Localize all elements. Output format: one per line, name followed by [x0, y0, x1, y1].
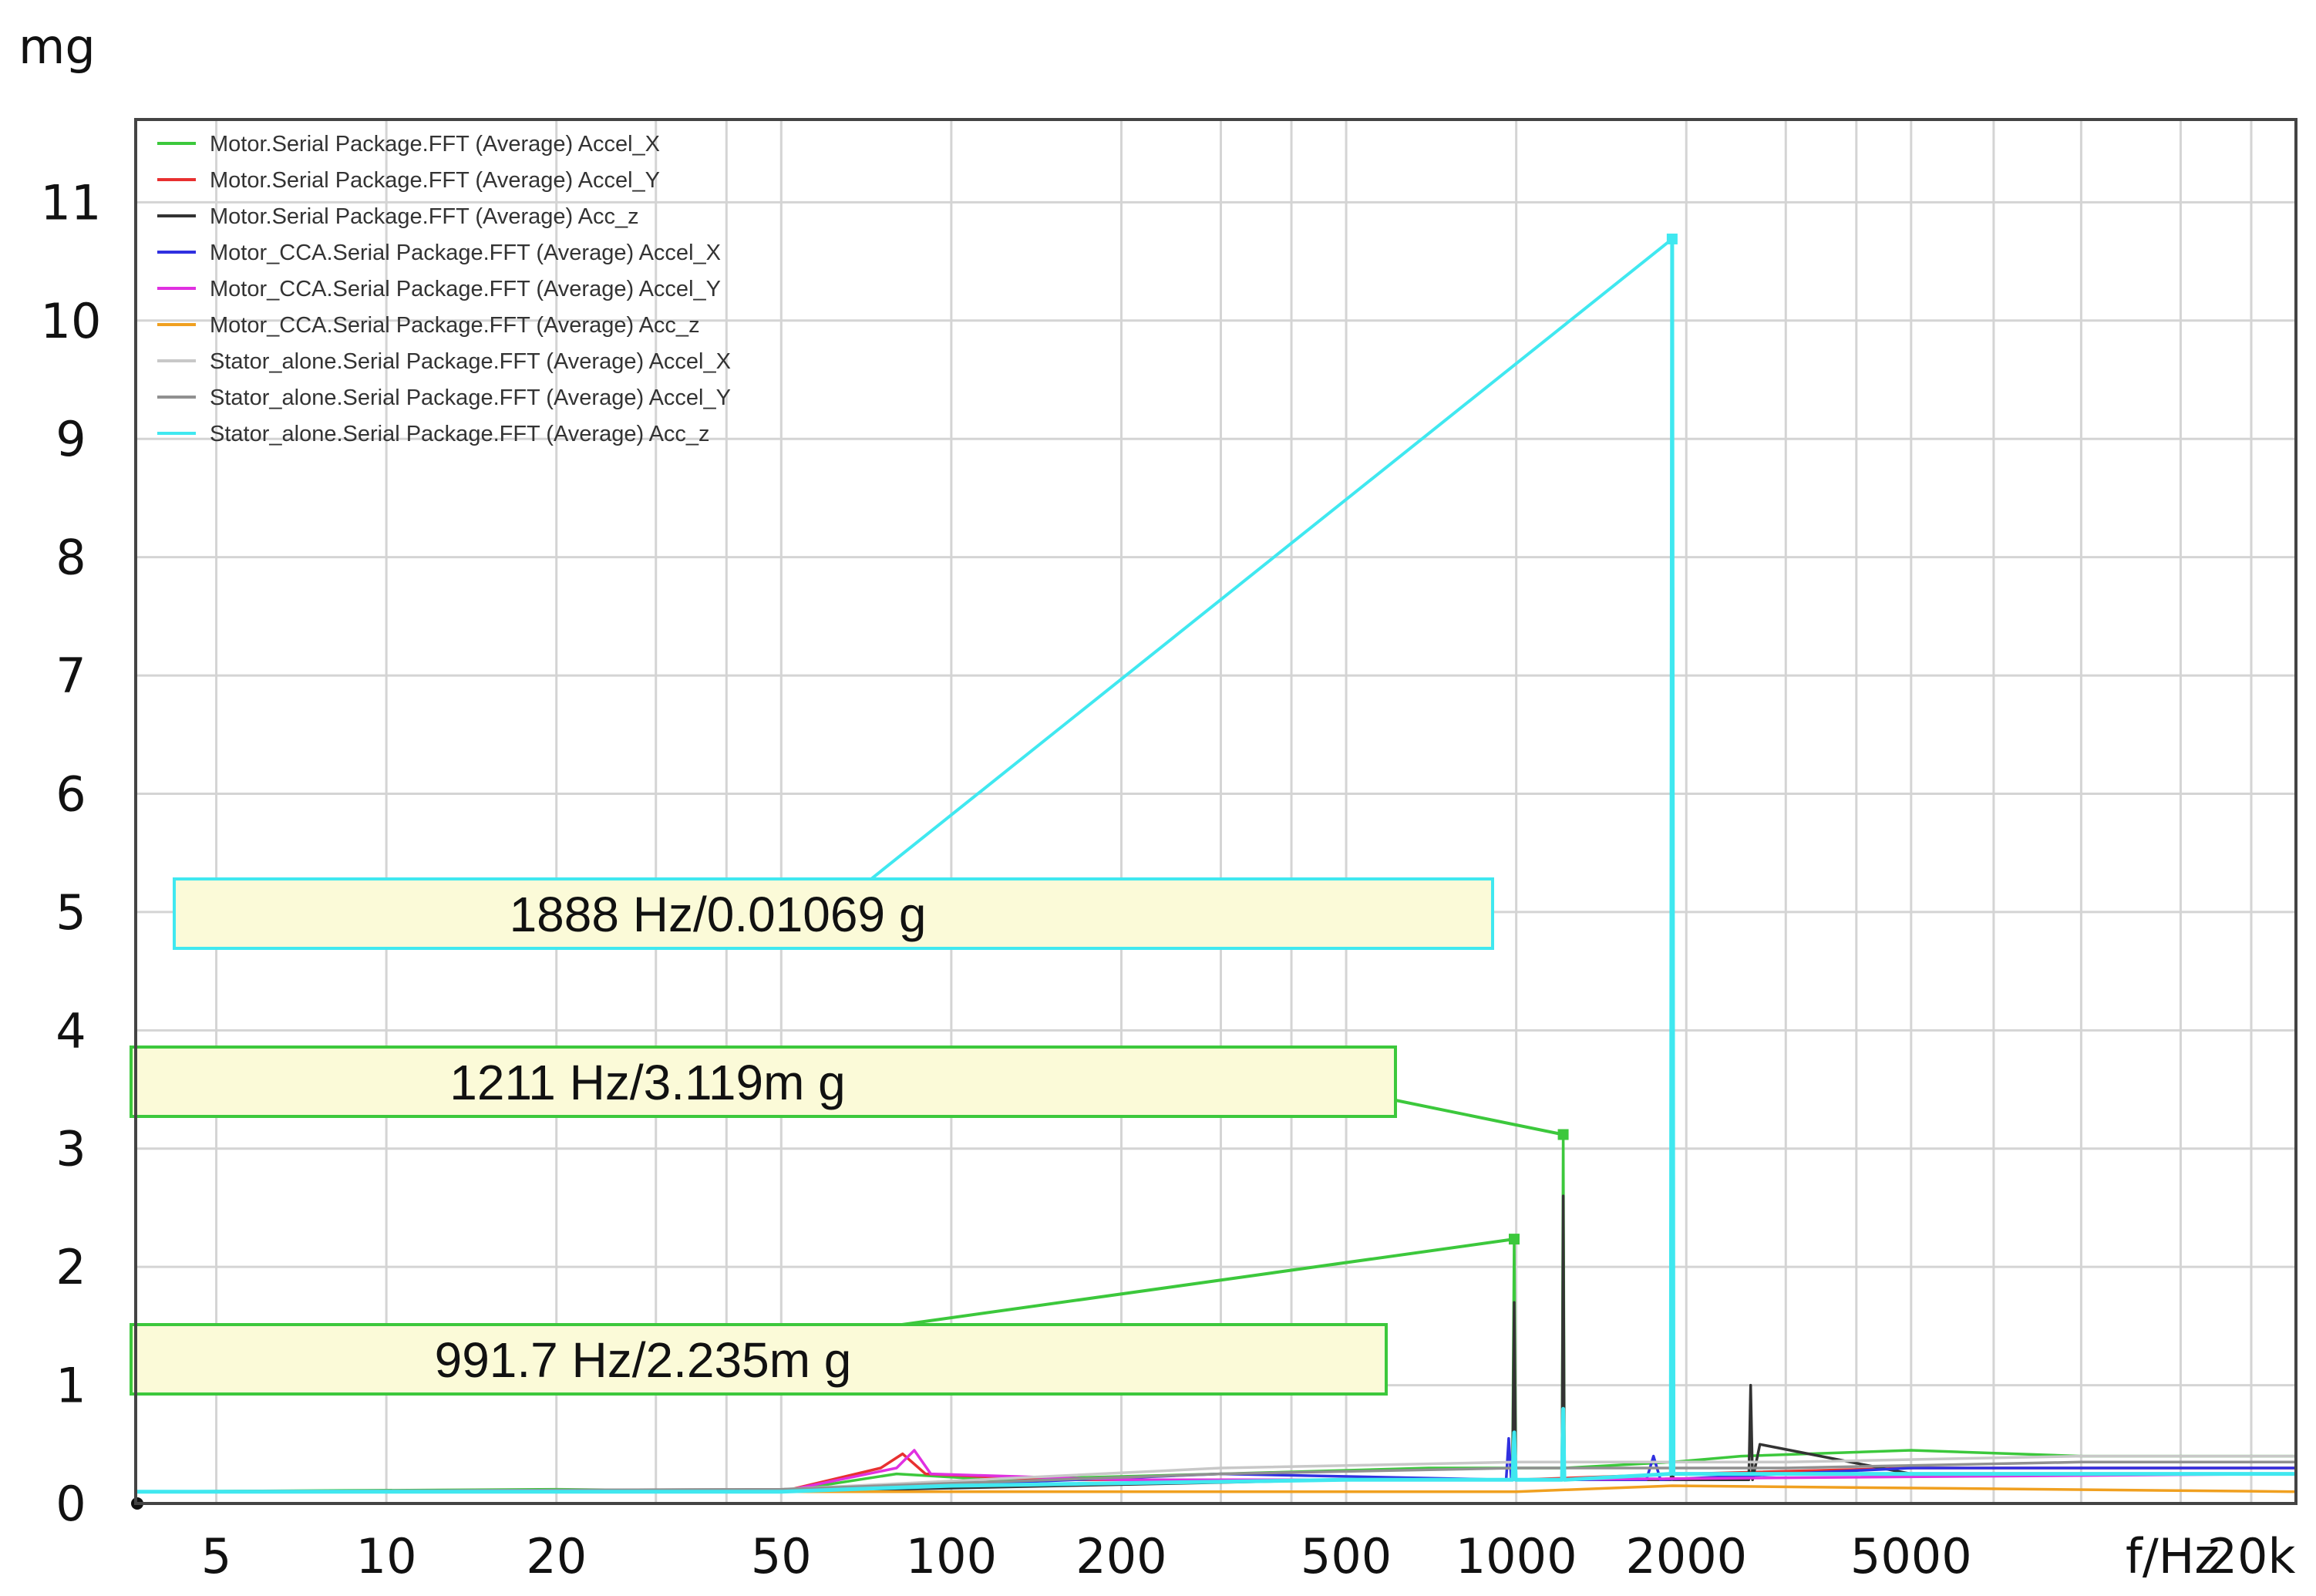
y-tick-label: 2 [56, 1239, 86, 1295]
annotation-leader-line [870, 237, 1674, 880]
x-tick-label: 20 [526, 1528, 587, 1584]
peak-marker [1508, 1234, 1520, 1245]
y-tick-label: 10 [41, 293, 102, 349]
x-axis-label: f/Hz [2126, 1528, 2220, 1584]
x-tick-label: 1000 [1456, 1528, 1577, 1584]
x-tick-label: 10 [356, 1528, 417, 1584]
annotation-label: 1888 Hz/0.01069 g [510, 887, 927, 942]
legend-entry: Stator_alone.Serial Package.FFT (Average… [210, 349, 731, 374]
legend-entry: Motor.Serial Package.FFT (Average) Acc_z [210, 204, 639, 229]
y-tick-label: 4 [56, 1002, 86, 1059]
x-tick-label: 200 [1076, 1528, 1166, 1584]
annotations: 1888 Hz/0.01069 g 1211 Hz/3.119m g 991.7 H… [130, 233, 1678, 1510]
peak-marker [1557, 1129, 1569, 1140]
annotation-box [173, 877, 1494, 950]
annotation-leader-line [901, 1237, 1515, 1326]
x-tick-label: 100 [906, 1528, 997, 1584]
y-tick-label: 3 [56, 1121, 86, 1177]
legend-entry: Motor_CCA.Serial Package.FFT (Average) A… [210, 277, 721, 301]
y-tick-label: 1 [56, 1358, 86, 1414]
x-tick-label: 5 [201, 1528, 231, 1584]
legend: Motor.Serial Package.FFT (Average) Accel… [157, 132, 731, 446]
legend-entry: Motor.Serial Package.FFT (Average) Accel… [210, 132, 660, 157]
grid [136, 120, 2296, 1503]
annotation-label: 991.7 Hz/2.235m g [435, 1332, 852, 1388]
x-tick-label: 20k [2207, 1528, 2296, 1584]
legend-entry: Stator_alone.Serial Package.FFT (Average… [210, 422, 710, 446]
y-unit-label: mg [19, 19, 96, 75]
y-tick-label: 5 [56, 884, 86, 941]
series-line [136, 1449, 2297, 1493]
legend-entry: Stator_alone.Serial Package.FFT (Average… [210, 386, 731, 410]
legend-entry: Motor.Serial Package.FFT (Average) Accel… [210, 168, 660, 193]
y-tick-label: 9 [56, 411, 86, 467]
annotation-leader-line [1395, 1099, 1564, 1136]
y-tick-label: 7 [56, 648, 86, 704]
legend-entry: Motor_CCA.Serial Package.FFT (Average) A… [210, 313, 700, 338]
series-line [136, 237, 2296, 1494]
x-tick-label: 50 [751, 1528, 812, 1584]
x-tick-label: 5000 [1850, 1528, 1972, 1584]
annotation-box [130, 1045, 1397, 1118]
y-tick-label: 6 [56, 766, 86, 822]
x-tick-label: 500 [1301, 1528, 1392, 1584]
x-tick-label: 2000 [1625, 1528, 1747, 1584]
peak-marker [1666, 233, 1678, 244]
plot-frame [134, 118, 2297, 1505]
annotation-label: 1211 Hz/3.119m g [449, 1055, 846, 1110]
series-lines [135, 237, 2297, 1494]
y-tick-label: 11 [41, 174, 102, 231]
y-tick-label: 8 [56, 530, 86, 586]
y-ticks: 0 1 2 3 4 5 6 7 8 9 10 11 [41, 174, 102, 1532]
legend-entry: Motor_CCA.Serial Package.FFT (Average) A… [210, 241, 721, 265]
y-tick-label: 0 [56, 1476, 86, 1532]
annotation-box [130, 1323, 1388, 1396]
